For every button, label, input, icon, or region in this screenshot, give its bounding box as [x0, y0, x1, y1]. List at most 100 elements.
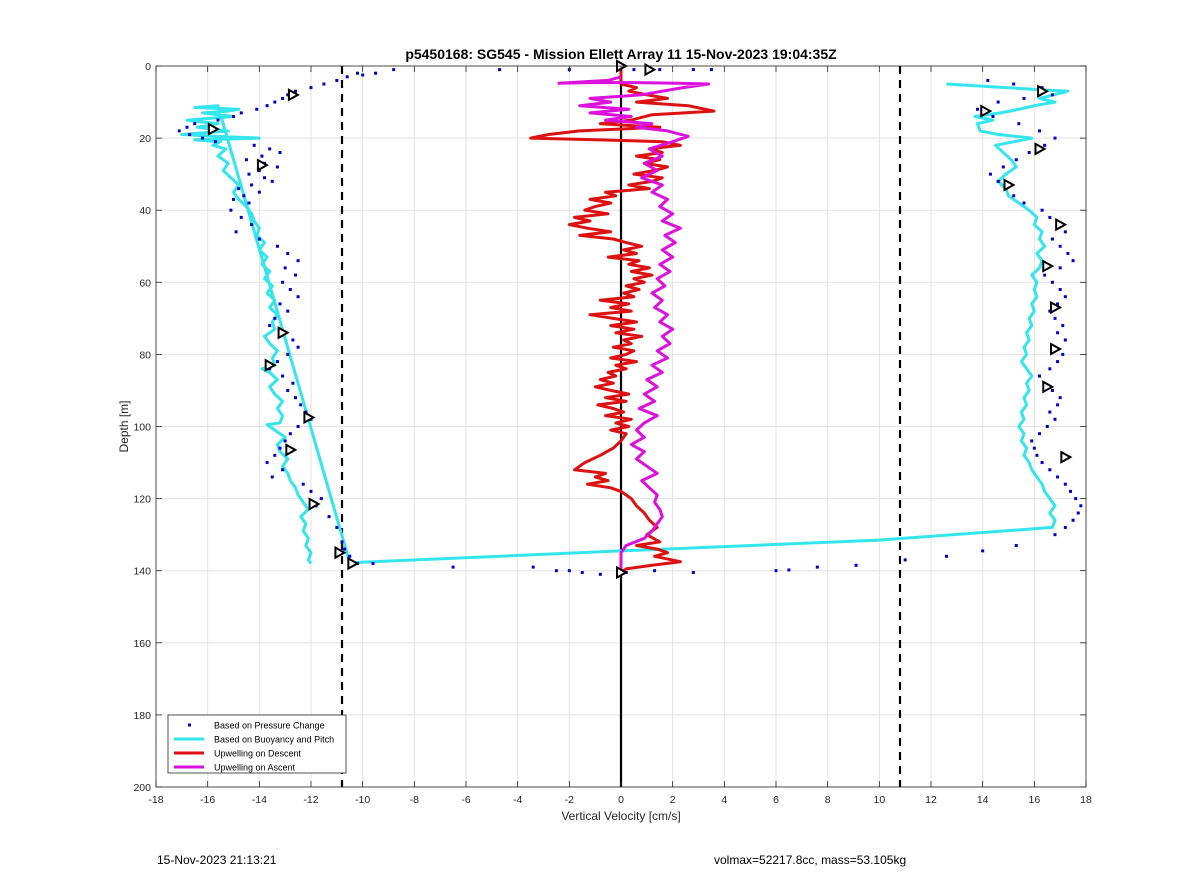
pressure-point [996, 100, 1000, 104]
y-tick-label: 120 [133, 494, 151, 506]
direction-marker [1060, 450, 1073, 464]
pressure-point [247, 172, 251, 176]
pressure-point [1032, 446, 1036, 450]
pressure-point [185, 125, 189, 129]
pressure-point [322, 82, 326, 86]
pressure-point [976, 107, 979, 111]
pressure-point [304, 410, 308, 414]
pressure-point [1050, 237, 1054, 241]
y-tick-label: 0 [145, 61, 151, 73]
pressure-point [299, 403, 303, 407]
pressure-point [1043, 273, 1047, 277]
legend-label: Based on Pressure Change [214, 721, 325, 731]
pressure-point [335, 78, 339, 82]
pressure-point [996, 179, 1000, 183]
chart-title: p5450168: SG545 - Mission Ellett Array 1… [405, 46, 837, 62]
pressure-point [343, 547, 347, 551]
pressure-point [242, 194, 246, 198]
pressure-point [1071, 259, 1075, 263]
pressure-point [309, 86, 313, 90]
pressure-point [188, 132, 192, 136]
pressure-point [451, 565, 455, 569]
pressure-point [286, 388, 290, 392]
pressure-point [250, 183, 254, 187]
pressure-point [268, 147, 272, 151]
pressure-point [319, 497, 323, 501]
pressure-point [265, 461, 269, 465]
pressure-point [294, 396, 297, 400]
pressure-point [1076, 511, 1080, 515]
y-tick-label: 80 [139, 349, 151, 361]
pressure-point [275, 360, 279, 364]
pressure-point [392, 68, 396, 72]
pressure-point [232, 114, 235, 118]
direction-marker [1034, 142, 1047, 156]
axis-ticks: -18 -16 -14 -12 -10 -8 -6 -4 -2 0 2 4 6 8 10 12 14 16 1802… [133, 61, 1092, 806]
pressure-point [991, 114, 995, 118]
pressure-point [281, 280, 285, 284]
direction-marker [1055, 217, 1068, 232]
pressure-point [1063, 482, 1067, 486]
pressure-point [270, 475, 274, 479]
pressure-point [281, 374, 285, 378]
x-tick-label: 12 [925, 794, 937, 806]
pressure-point [580, 571, 584, 575]
pressure-point [239, 215, 243, 219]
pressure-point [348, 554, 352, 558]
pressure-point [371, 561, 375, 565]
direction-marker [303, 410, 316, 425]
pressure-point [281, 468, 285, 472]
direction-marker [308, 497, 321, 511]
x-tick-label: -14 [252, 794, 267, 806]
x-tick-label: -6 [461, 794, 470, 806]
pressure-point [1012, 194, 1016, 198]
pressure-point [1048, 215, 1052, 219]
direction-marker [207, 122, 220, 136]
pressure-point [213, 140, 217, 144]
pressure-point [273, 316, 277, 320]
pressure-point [1058, 244, 1062, 248]
pressure-point [1063, 338, 1067, 342]
direction-marker [287, 88, 300, 102]
pressure-point [309, 489, 313, 493]
pressure-point [296, 259, 300, 263]
pressure-point [283, 266, 287, 270]
legend-label: Based on Buoyancy and Pitch [214, 735, 334, 745]
x-tick-label: 4 [721, 794, 727, 806]
pressure-point [1040, 208, 1044, 212]
pressure-point [1063, 525, 1067, 529]
pressure-point [257, 237, 261, 241]
pressure-point [252, 143, 256, 147]
pressure-point [177, 129, 181, 133]
pressure-point [286, 352, 290, 356]
pressure-point [554, 569, 558, 573]
direction-marker [980, 104, 993, 118]
pressure-point [327, 515, 331, 519]
x-tick-label: -12 [303, 794, 318, 806]
pressure-point [275, 165, 279, 169]
x-tick-label: 8 [825, 794, 831, 806]
pressure-point [1056, 331, 1060, 335]
series-line-buoyancy [180, 82, 1070, 565]
x-tick-label: 14 [977, 794, 989, 806]
pressure-point [356, 71, 359, 75]
pressure-point [270, 179, 274, 183]
pressure-point [273, 100, 277, 104]
pressure-point [268, 324, 272, 328]
y-tick-label: 40 [139, 205, 151, 217]
pressure-point [294, 273, 297, 277]
pressure-point [237, 187, 241, 191]
x-tick-label: 0 [618, 794, 624, 806]
pressure-point [774, 569, 778, 573]
pressure-point [286, 93, 290, 97]
pressure-point [1053, 417, 1057, 421]
pressure-point [1050, 280, 1054, 284]
pressure-point [1014, 543, 1018, 547]
direction-marker [256, 158, 269, 172]
pressure-point [296, 425, 300, 428]
pressure-point [374, 71, 378, 75]
pressure-point [255, 107, 259, 111]
x-tick-label: -18 [148, 794, 163, 806]
pressure-point [257, 169, 261, 173]
